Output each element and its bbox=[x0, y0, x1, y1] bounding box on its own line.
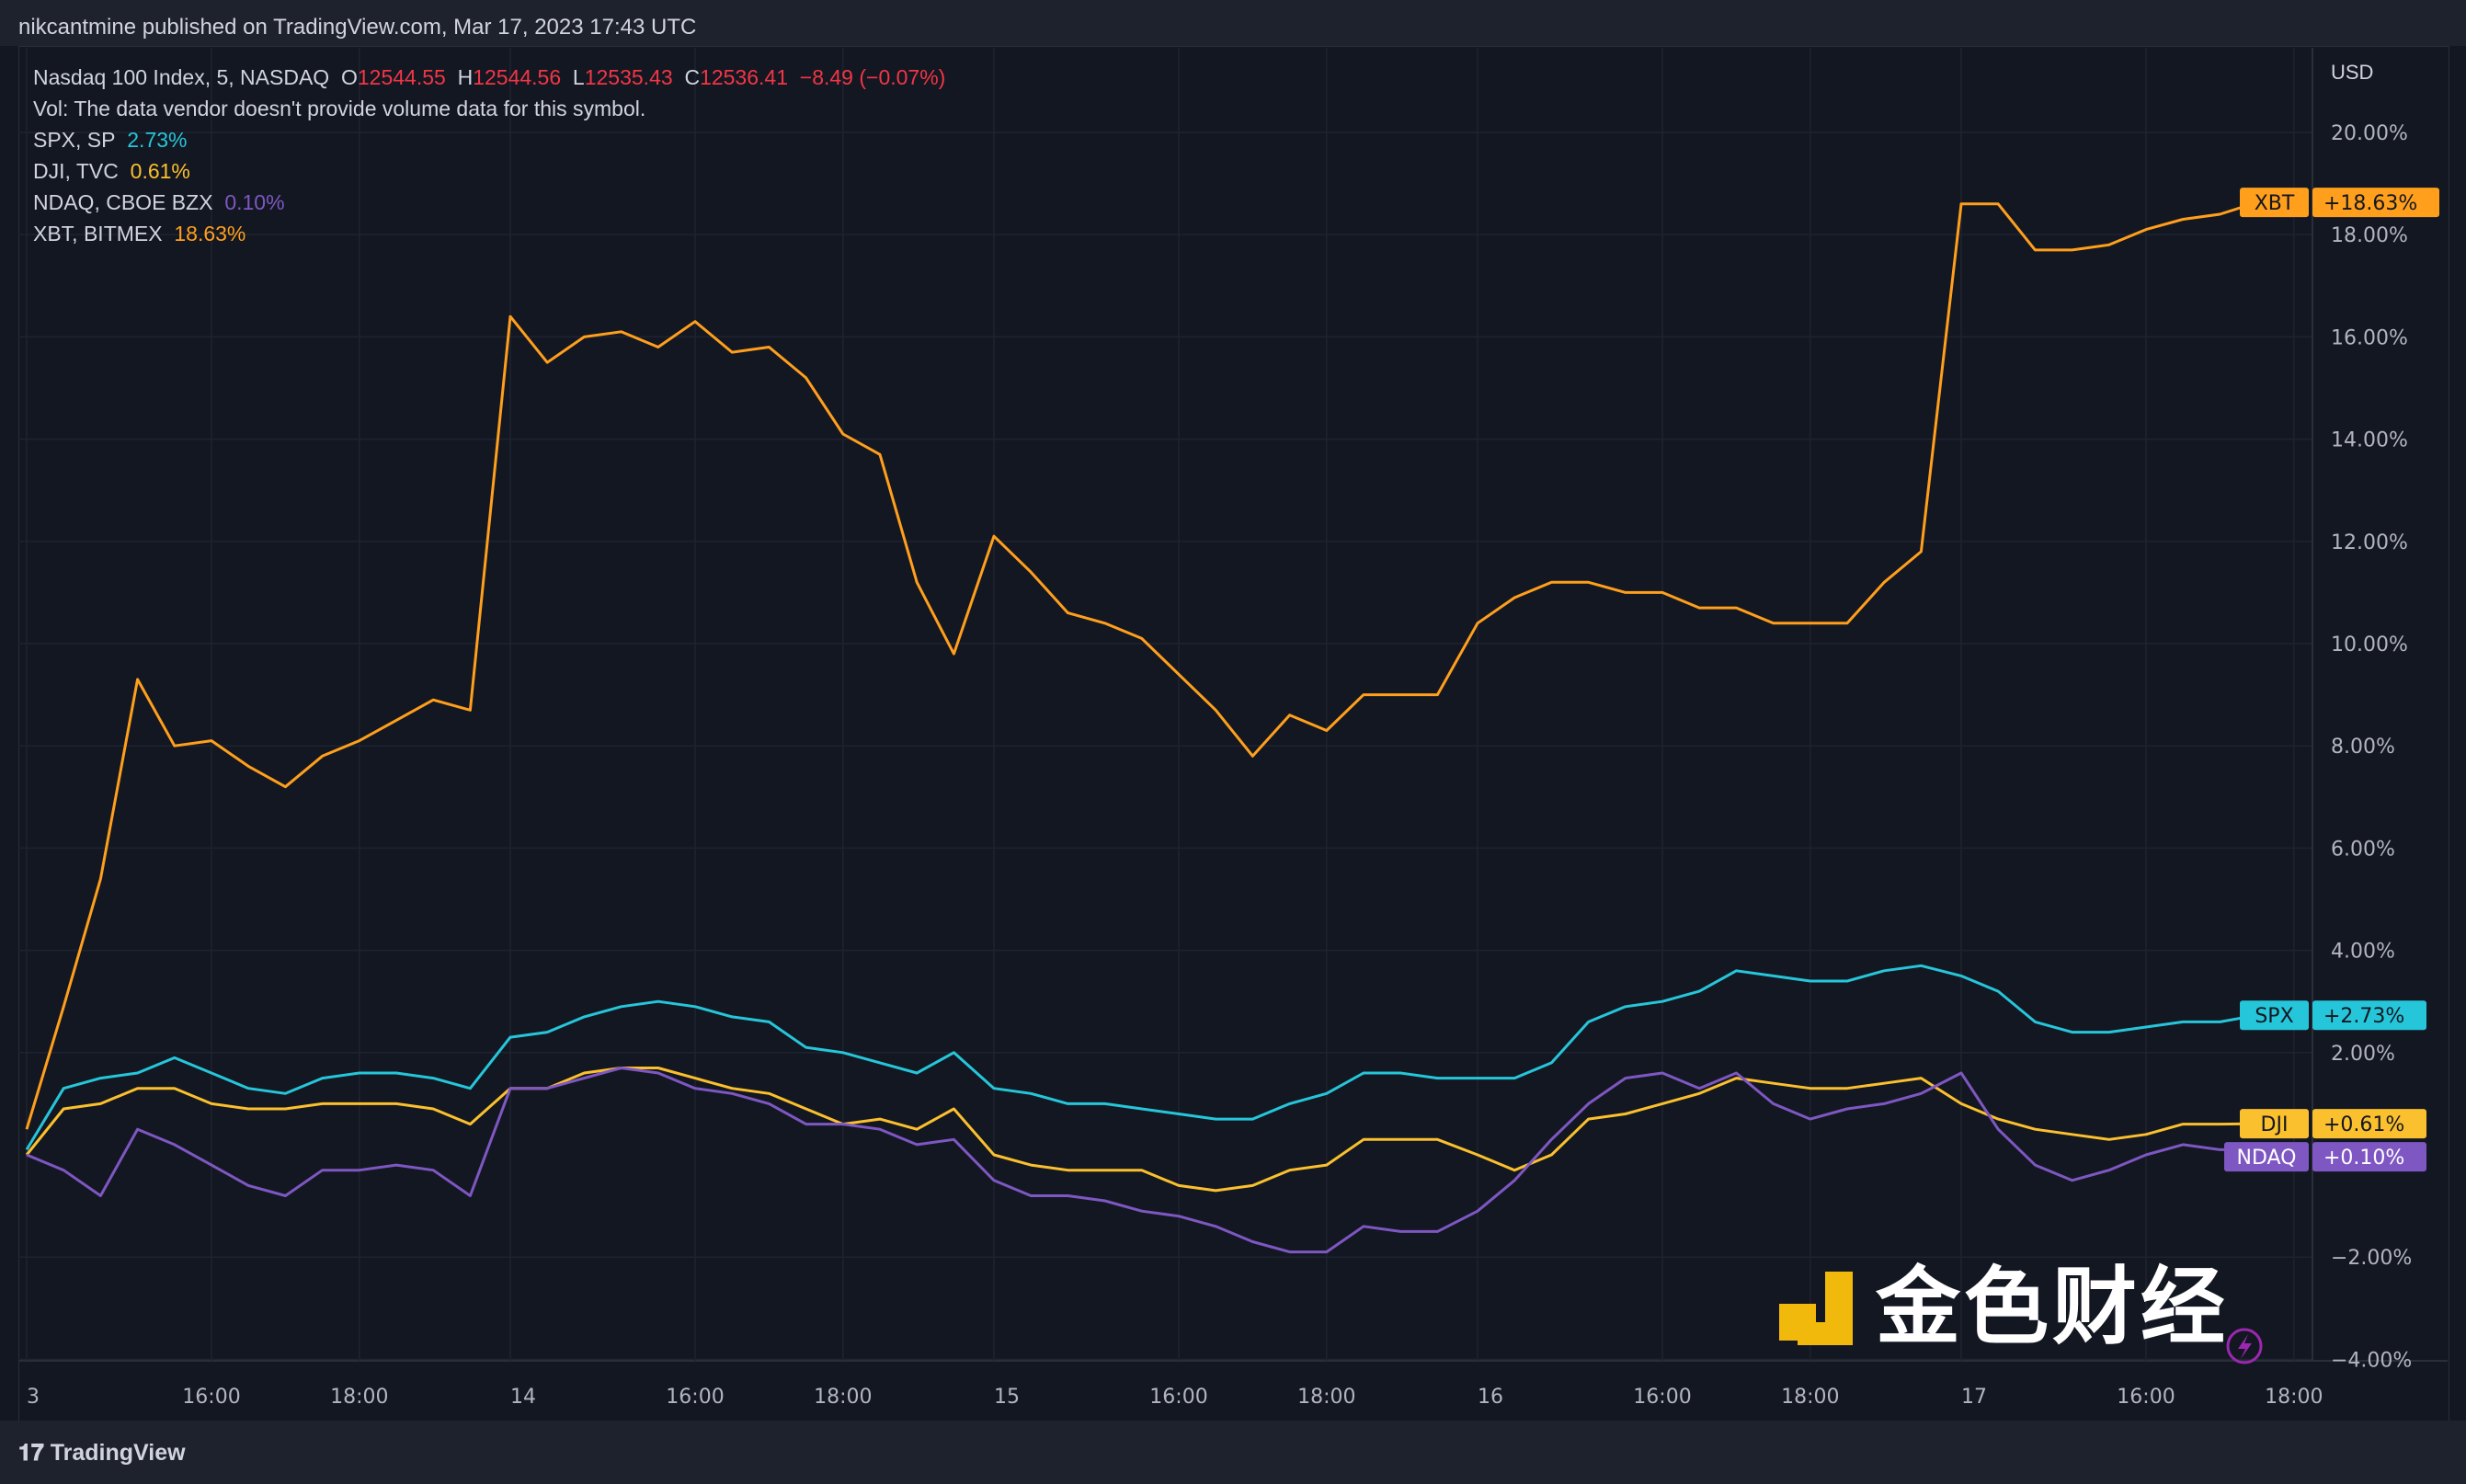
tv-icon: 𝟏𝟕 bbox=[18, 1440, 51, 1466]
y-axis: 20.00% 18.00% 16.00% 14.00% 12.00% 10.00% 8.00… bbox=[2331, 122, 2412, 1372]
x-tick-label: 16:00 bbox=[2117, 1386, 2175, 1409]
x-tick-label: 18:00 bbox=[1297, 1386, 1355, 1409]
y-tick-label: 4.00% bbox=[2331, 941, 2395, 964]
y-tick-label: 18.00% bbox=[2331, 224, 2408, 247]
tag-value-box bbox=[2312, 1109, 2426, 1139]
low-value: 12535.43 bbox=[584, 65, 673, 89]
x-tick-label: 17 bbox=[1961, 1386, 1987, 1409]
x-tick-label: 18:00 bbox=[330, 1386, 388, 1409]
publish-bar bbox=[0, 0, 2466, 46]
price-tags: XBT +18.63% SPX +2.73% DJI +0.61% NDAQ +0.10% bbox=[2224, 188, 2439, 1172]
legend-row-ndaq[interactable]: NDAQ, CBOE BZX 0.10% bbox=[33, 190, 285, 214]
x-tick-label: 16:00 bbox=[182, 1386, 240, 1409]
tag-value-box bbox=[2312, 1000, 2426, 1031]
close-value: 12536.41 bbox=[700, 65, 788, 89]
tag-value: +0.10% bbox=[2323, 1147, 2404, 1170]
price-tag-dji: DJI +0.61% bbox=[2240, 1109, 2426, 1139]
watermark-text: 金色财经 bbox=[1876, 1261, 2230, 1354]
tag-symbol: XBT bbox=[2255, 192, 2295, 215]
main-symbol-legend[interactable]: Nasdaq 100 Index, 5, NASDAQ O12544.55 H1… bbox=[33, 65, 946, 89]
y-tick-label: −4.00% bbox=[2331, 1349, 2412, 1372]
x-tick-label: 15 bbox=[994, 1386, 1020, 1409]
tag-symbol: DJI bbox=[2261, 1113, 2289, 1136]
y-tick-label: 2.00% bbox=[2331, 1043, 2395, 1066]
legend-row-spx[interactable]: SPX, SP 2.73% bbox=[33, 128, 188, 152]
tag-symbol-box bbox=[2240, 1000, 2309, 1031]
x-tick-label: 14 bbox=[510, 1386, 536, 1409]
y-tick-label: −2.00% bbox=[2331, 1247, 2412, 1270]
tag-symbol: SPX bbox=[2255, 1005, 2293, 1028]
lightning-icon[interactable] bbox=[2226, 1328, 2263, 1364]
x-tick-label: 3 bbox=[27, 1386, 40, 1409]
y-tick-label: 8.00% bbox=[2331, 736, 2395, 759]
y-tick-label: 6.00% bbox=[2331, 838, 2395, 861]
series-lines bbox=[25, 200, 2258, 1254]
x-tick-label: 16 bbox=[1478, 1386, 1503, 1409]
tag-value: +2.73% bbox=[2323, 1005, 2404, 1028]
change-value: −8.49 (−0.07%) bbox=[799, 65, 946, 89]
tag-value-box bbox=[2312, 188, 2439, 218]
tag-symbol-box bbox=[2240, 1109, 2309, 1139]
main-symbol-name: Nasdaq 100 Index, 5, NASDAQ bbox=[33, 65, 330, 89]
price-tag-xbt: XBT +18.63% bbox=[2240, 188, 2439, 218]
tag-value: +18.63% bbox=[2323, 192, 2417, 215]
legend-row-xbt[interactable]: XBT, BITMEX 18.63% bbox=[33, 222, 246, 245]
currency-label: USD bbox=[2331, 61, 2374, 84]
y-tick-label: 14.00% bbox=[2331, 429, 2408, 452]
x-tick-label: 18:00 bbox=[814, 1386, 872, 1409]
y-tick-label: 16.00% bbox=[2331, 326, 2408, 349]
y-tick-label: 12.00% bbox=[2331, 531, 2408, 554]
volume-note: Vol: The data vendor doesn't provide vol… bbox=[33, 97, 646, 120]
tag-value-box bbox=[2312, 1142, 2426, 1172]
footer-bar bbox=[0, 1421, 2466, 1484]
grid bbox=[18, 48, 2448, 1362]
high-value: 12544.56 bbox=[473, 65, 562, 89]
series-line-ndaq bbox=[26, 1067, 2257, 1254]
y-tick-label: 10.00% bbox=[2331, 634, 2408, 656]
price-tag-ndaq: NDAQ +0.10% bbox=[2224, 1142, 2426, 1172]
watermark-logo-icon bbox=[1779, 1272, 1853, 1345]
x-tick-label: 18:00 bbox=[1781, 1386, 1839, 1409]
x-tick-label: 16:00 bbox=[1149, 1386, 1207, 1409]
tag-symbol: NDAQ bbox=[2237, 1147, 2297, 1170]
tradingview-logo[interactable]: 𝟏𝟕 TradingView bbox=[18, 1440, 186, 1466]
tag-value: +0.61% bbox=[2323, 1113, 2404, 1136]
y-tick-label: 20.00% bbox=[2331, 122, 2408, 145]
open-value: 12544.55 bbox=[357, 65, 446, 89]
series-line-xbt bbox=[25, 200, 2258, 1130]
legend-row-dji[interactable]: DJI, TVC 0.61% bbox=[33, 159, 190, 183]
price-tag-spx: SPX +2.73% bbox=[2240, 1000, 2426, 1031]
tag-symbol-box bbox=[2224, 1142, 2309, 1172]
publish-info: nikcantmine published on TradingView.com… bbox=[18, 15, 697, 40]
x-axis: 3 16:00 18:00 14 16:00 18:00 15 16:00 18:00 16 16:… bbox=[27, 1386, 2323, 1409]
x-tick-label: 16:00 bbox=[1633, 1386, 1691, 1409]
x-tick-label: 16:00 bbox=[666, 1386, 724, 1409]
series-line-dji bbox=[25, 1067, 2257, 1193]
tag-symbol-box bbox=[2240, 188, 2309, 218]
x-tick-label: 18:00 bbox=[2265, 1386, 2323, 1409]
series-line-spx bbox=[25, 964, 2257, 1151]
